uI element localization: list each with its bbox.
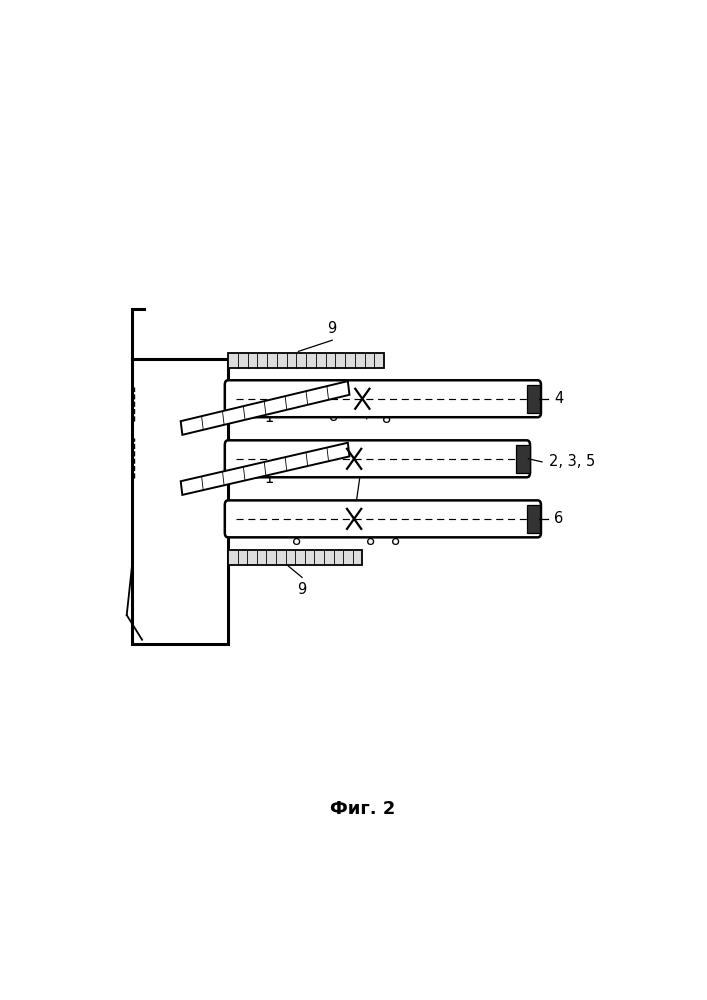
Text: 2, 3, 5: 2, 3, 5 <box>549 454 595 469</box>
FancyBboxPatch shape <box>225 380 541 417</box>
Bar <box>228 353 385 368</box>
Text: 1: 1 <box>264 410 274 425</box>
Text: 8: 8 <box>329 409 339 424</box>
Text: 7: 7 <box>362 400 371 415</box>
Bar <box>527 385 540 413</box>
Text: 8: 8 <box>390 533 400 548</box>
Text: 9: 9 <box>327 321 337 336</box>
Text: 8: 8 <box>382 411 392 426</box>
Bar <box>527 505 540 533</box>
Text: 9: 9 <box>298 582 307 597</box>
Bar <box>516 445 530 473</box>
Bar <box>132 359 228 644</box>
Text: 7: 7 <box>355 460 364 475</box>
Text: Фиг. 2: Фиг. 2 <box>329 800 395 818</box>
Text: 8: 8 <box>292 533 301 548</box>
Text: 6: 6 <box>554 511 563 526</box>
FancyBboxPatch shape <box>225 500 541 537</box>
Text: 4: 4 <box>554 391 563 406</box>
Text: 1: 1 <box>264 471 274 486</box>
FancyBboxPatch shape <box>225 440 530 477</box>
Polygon shape <box>181 381 349 435</box>
Polygon shape <box>181 443 349 495</box>
Text: 8: 8 <box>366 533 375 548</box>
Bar <box>228 550 363 565</box>
